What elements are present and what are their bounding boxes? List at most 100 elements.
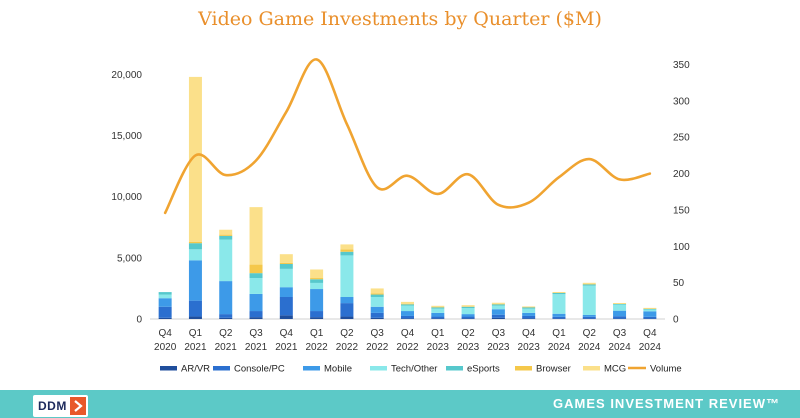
x-tick-label: 2022 <box>336 342 359 353</box>
right-tick-label: 250 <box>673 133 690 144</box>
legend-swatch-ar-vr <box>160 366 177 371</box>
x-tick-label: Q1 <box>552 328 566 339</box>
bar-browser <box>219 234 233 236</box>
x-tick-label: Q3 <box>371 328 385 339</box>
bar-tech-other <box>401 305 414 312</box>
x-tick-label: Q4 <box>158 328 172 339</box>
legend-swatch-mobile <box>303 366 320 371</box>
legend-label-mcg: MCG <box>604 364 626 375</box>
right-tick-label: 100 <box>673 242 690 253</box>
legend-label-mobile: Mobile <box>324 364 352 375</box>
chart-title: Video Game Investments by Quarter ($M) <box>198 8 602 30</box>
ddm-logo: DDM <box>33 395 88 417</box>
bar-console-pc <box>219 314 233 318</box>
bar-ar-vr <box>279 315 293 319</box>
bar-tech-other <box>491 305 505 310</box>
bar-tech-other <box>461 307 475 315</box>
bar-ar-vr <box>340 316 354 319</box>
bar-ar-vr <box>370 317 384 319</box>
x-tick-label: Q1 <box>189 328 203 339</box>
bar-mobile <box>249 293 263 312</box>
bar-tech-other <box>643 309 657 312</box>
x-tick-label: 2021 <box>245 342 268 353</box>
bar-mcg <box>279 254 293 263</box>
x-tick-label: 2023 <box>487 342 510 353</box>
bar-esports <box>643 308 657 310</box>
bar-mobile <box>461 314 475 317</box>
bar-mobile <box>643 311 657 317</box>
bar-esports <box>279 263 293 269</box>
bar-esports <box>491 304 505 306</box>
x-tick-label: 2024 <box>639 342 662 353</box>
legend-swatch-esports <box>446 366 463 371</box>
bar-console-pc <box>491 314 505 318</box>
bar-mobile <box>158 298 172 307</box>
bar-console-pc <box>340 303 354 317</box>
bar-tech-other <box>370 296 384 307</box>
right-tick-label: 0 <box>673 315 679 326</box>
x-tick-label: 2022 <box>305 342 328 353</box>
x-tick-label: Q4 <box>643 328 657 339</box>
bar-ar-vr <box>188 316 202 319</box>
bar-mobile <box>613 310 627 317</box>
bar-mobile <box>401 311 414 316</box>
x-tick-label: 2023 <box>457 342 480 353</box>
x-tick-label: 2024 <box>578 342 601 353</box>
bar-ar-vr <box>491 317 505 319</box>
legend-label-browser: Browser <box>536 364 571 375</box>
bar-tech-other <box>613 304 627 311</box>
legend-label-esports: eSports <box>467 364 500 375</box>
bar-ar-vr <box>158 317 172 319</box>
bar-esports <box>370 294 384 297</box>
bar-console-pc <box>582 316 596 319</box>
bar-esports <box>310 279 324 283</box>
left-tick-label: 10,000 <box>111 192 142 203</box>
bar-esports <box>582 284 596 286</box>
bar-browser <box>249 264 263 274</box>
bar-console-pc <box>249 311 263 318</box>
bar-esports <box>613 303 627 305</box>
bar-mcg <box>310 269 324 279</box>
bar-tech-other <box>431 308 445 313</box>
bar-tech-other <box>552 294 566 314</box>
bar-console-pc <box>188 300 202 317</box>
bar-console-pc <box>643 316 657 319</box>
x-tick-label: 2024 <box>608 342 631 353</box>
bar-esports <box>522 307 536 309</box>
chevron-right-icon <box>69 397 86 415</box>
left-tick-label: 20,000 <box>111 70 142 81</box>
bar-tech-other <box>249 278 263 294</box>
bar-mobile <box>582 314 596 317</box>
bar-mobile <box>279 287 293 297</box>
right-tick-label: 150 <box>673 205 690 216</box>
bar-esports <box>431 307 445 309</box>
right-axis: 0 50 100 150 200 250 300 350 <box>673 60 690 325</box>
bar-console-pc <box>461 316 475 319</box>
x-tick-label: Q4 <box>280 328 294 339</box>
bar-ar-vr <box>249 317 263 319</box>
bar-ar-vr <box>522 318 536 319</box>
volume-line-path <box>163 58 652 215</box>
x-tick-label: 2020 <box>154 342 177 353</box>
x-tick-label: Q3 <box>249 328 263 339</box>
x-tick-label: Q2 <box>219 328 233 339</box>
right-tick-label: 300 <box>673 96 690 107</box>
bar-tech-other <box>340 255 354 297</box>
bar-console-pc <box>613 316 627 319</box>
left-tick-label: 15,000 <box>111 131 142 142</box>
x-tick-label: 2024 <box>548 342 571 353</box>
bar-console-pc <box>370 312 384 318</box>
bar-mobile <box>431 312 445 317</box>
x-tick-label: 2022 <box>366 342 389 353</box>
bar-mcg <box>431 305 445 308</box>
x-tick-label: Q2 <box>340 328 354 339</box>
x-tick-label: 2023 <box>518 342 541 353</box>
bar-esports <box>219 235 233 240</box>
bar-mobile <box>219 281 233 315</box>
bar-mcg <box>219 229 233 235</box>
x-tick-label: Q3 <box>613 328 627 339</box>
bar-browser <box>340 249 354 252</box>
bar-mcg <box>401 301 414 304</box>
bar-mobile <box>491 309 505 315</box>
bar-tech-other <box>158 294 172 299</box>
